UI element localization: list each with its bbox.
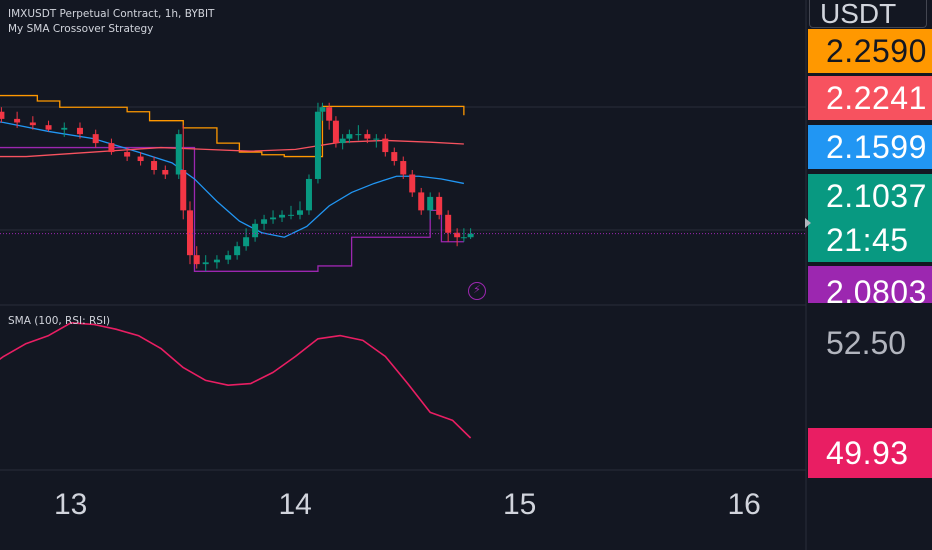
candle-body <box>92 134 99 144</box>
candle-body <box>382 138 389 153</box>
current-price-marker-icon <box>805 218 811 228</box>
candle-body <box>339 138 346 144</box>
candle-body <box>186 210 193 256</box>
candle-body <box>400 161 407 175</box>
candle-body <box>234 246 241 256</box>
candle-body <box>193 255 200 265</box>
rsi-current-value-tag: 49.93 <box>808 428 932 478</box>
candle-body <box>319 107 326 112</box>
candle-body <box>270 217 277 220</box>
symbol-title[interactable]: IMXUSDT Perpetual Contract, 1h, BYBIT <box>8 8 215 20</box>
candle-body <box>14 118 21 123</box>
time-axis-label: 15 <box>503 488 537 521</box>
series-line-lower-band <box>0 146 464 272</box>
strategy-label[interactable]: My SMA Crossover Strategy <box>8 23 154 35</box>
candle-body <box>279 214 286 218</box>
candle-body <box>29 122 36 126</box>
candle-body <box>243 237 250 247</box>
candle-body <box>314 111 321 179</box>
candle-body <box>409 174 416 193</box>
candle-body <box>261 219 268 224</box>
candle-body <box>445 214 452 233</box>
series-line-sma-fast <box>0 121 465 238</box>
rsi-level-label: 52.50 <box>826 325 907 361</box>
series-line-upper-band <box>0 94 465 158</box>
rsi-pane[interactable] <box>0 322 472 439</box>
candle-body <box>137 156 144 162</box>
candle-body <box>0 111 5 119</box>
candle-body <box>124 152 131 157</box>
candle-body <box>364 134 371 139</box>
candle-body <box>454 232 461 238</box>
price-tag: 2.1037 <box>808 174 932 218</box>
candle-body <box>252 223 259 238</box>
candle-body <box>108 143 115 153</box>
rsi-indicator-label[interactable]: SMA (100, RSI: RSI) <box>8 315 111 327</box>
price-pane[interactable] <box>0 87 806 272</box>
candle-body <box>288 214 295 216</box>
rsi-sma-line <box>0 322 472 439</box>
series-line-sma-slow <box>0 139 464 158</box>
price-tag: 2.1599 <box>808 125 932 169</box>
candle-body <box>427 196 434 211</box>
currency-selector[interactable]: USDT <box>809 0 927 28</box>
candle-body <box>460 237 467 239</box>
candle-body <box>162 170 169 175</box>
time-axis-label: 13 <box>54 488 88 521</box>
candle-body <box>151 161 158 170</box>
candle-body <box>225 255 232 260</box>
grid-lines <box>0 0 807 550</box>
candle-body <box>296 210 303 215</box>
lightning-bolt-icon[interactable]: ⚡ <box>468 282 486 300</box>
candle-body <box>213 259 220 263</box>
price-tag: 2.2590 <box>808 29 932 73</box>
candle-body <box>76 127 83 135</box>
price-tag: 2.0803 <box>808 266 932 303</box>
price-tag: 21:45 <box>808 218 932 262</box>
candle-body <box>175 134 182 175</box>
candle-body <box>332 120 339 144</box>
candle-body <box>346 134 353 139</box>
candle-body <box>418 192 425 211</box>
candle-body <box>436 196 443 215</box>
candle-body <box>467 233 474 238</box>
candle-body <box>326 107 333 121</box>
price-tag: 2.2241 <box>808 76 932 120</box>
candle-body <box>61 127 68 130</box>
candle-body <box>373 138 380 140</box>
candle-body <box>180 170 187 211</box>
candle-body <box>355 134 362 136</box>
candle-body <box>305 178 312 211</box>
candle-body <box>202 262 209 265</box>
time-axis-label: 14 <box>278 488 312 521</box>
time-axis-label: 16 <box>727 488 761 521</box>
candle-body <box>45 125 52 130</box>
candle-body <box>391 152 398 162</box>
